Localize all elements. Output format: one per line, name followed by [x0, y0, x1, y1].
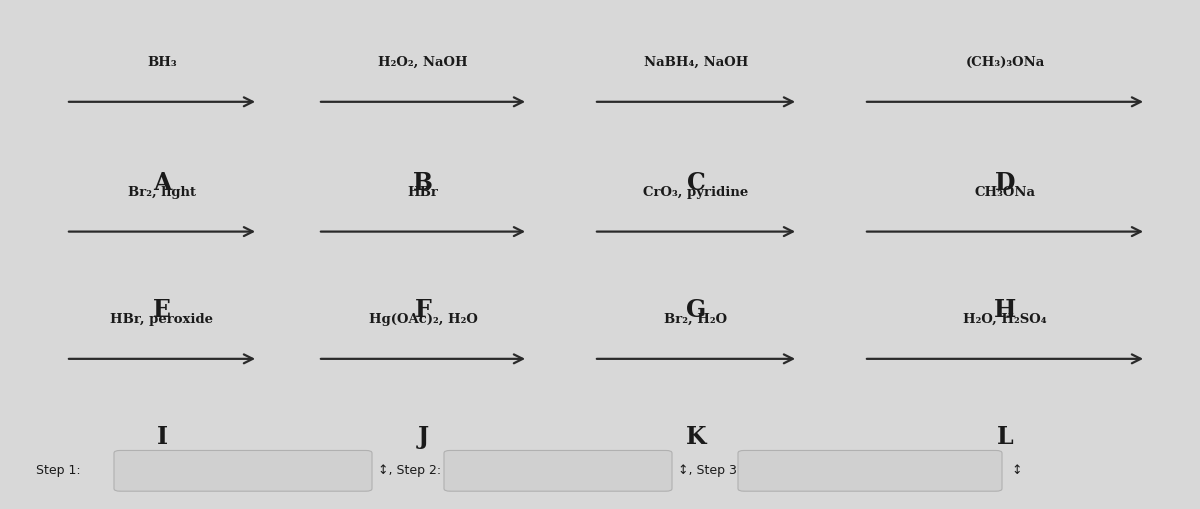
Text: Step 1:: Step 1:	[36, 464, 80, 477]
Text: ↕: ↕	[1012, 464, 1022, 477]
Text: H: H	[994, 298, 1016, 322]
Text: NaBH₄, NaOH: NaBH₄, NaOH	[644, 55, 748, 69]
Text: I: I	[156, 425, 168, 449]
Text: A: A	[152, 171, 172, 194]
Text: G: G	[686, 298, 706, 322]
Text: (CH₃)₃ONa: (CH₃)₃ONa	[965, 55, 1045, 69]
Text: D: D	[995, 171, 1015, 194]
Text: C: C	[686, 171, 706, 194]
Text: ↕, Step 3: ↕, Step 3	[678, 464, 737, 477]
Text: L: L	[997, 425, 1013, 449]
FancyBboxPatch shape	[444, 450, 672, 491]
Text: Br₂, H₂O: Br₂, H₂O	[665, 313, 727, 326]
FancyBboxPatch shape	[738, 450, 1002, 491]
FancyBboxPatch shape	[114, 450, 372, 491]
Text: J: J	[418, 425, 428, 449]
Text: H₂O, H₂SO₄: H₂O, H₂SO₄	[964, 313, 1046, 326]
Text: HBr, peroxide: HBr, peroxide	[110, 313, 214, 326]
Text: ↕, Step 2:: ↕, Step 2:	[378, 464, 442, 477]
Text: E: E	[154, 298, 172, 322]
Text: HBr: HBr	[408, 185, 438, 199]
Text: CrO₃, pyridine: CrO₃, pyridine	[643, 185, 749, 199]
Text: K: K	[685, 425, 707, 449]
Text: BH₃: BH₃	[148, 55, 176, 69]
Text: CH₃ONa: CH₃ONa	[974, 185, 1036, 199]
Text: H₂O₂, NaOH: H₂O₂, NaOH	[378, 55, 468, 69]
Text: B: B	[413, 171, 433, 194]
Text: F: F	[414, 298, 432, 322]
Text: Br₂, light: Br₂, light	[128, 185, 196, 199]
Text: Hg(OAc)₂, H₂O: Hg(OAc)₂, H₂O	[368, 313, 478, 326]
